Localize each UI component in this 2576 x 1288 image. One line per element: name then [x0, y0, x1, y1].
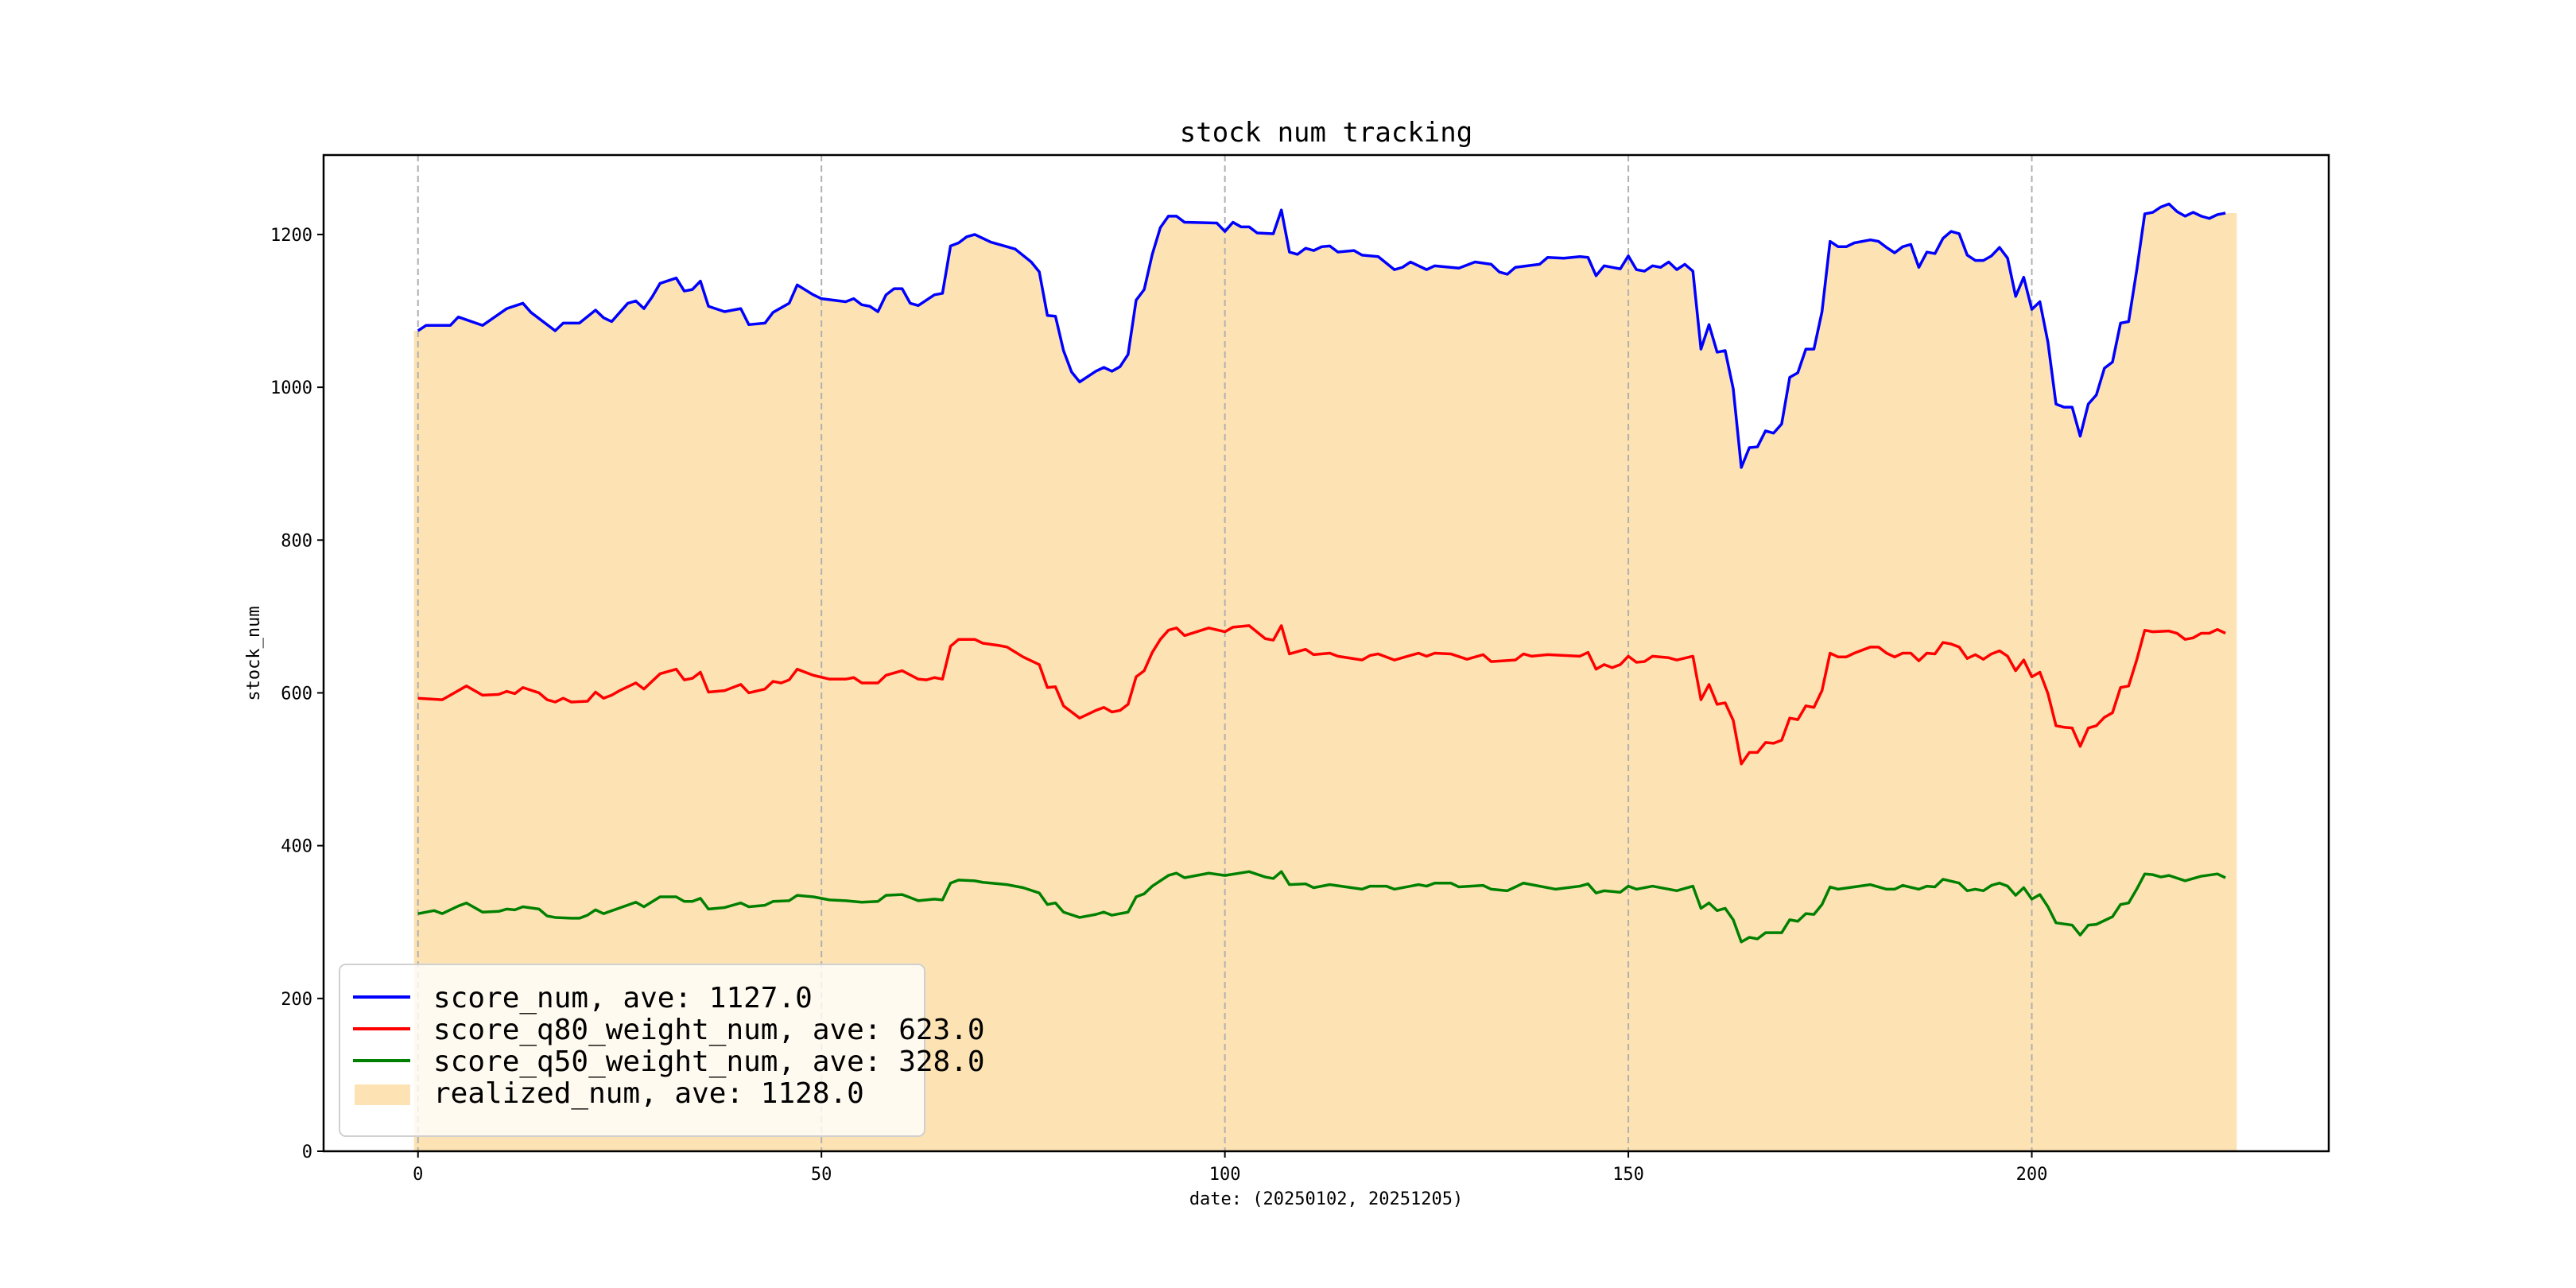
tick-layer: 0 50 100 150 200 0 200 400 600 800 1000 1200	[270, 226, 2047, 1185]
x-tick-label: 150	[1612, 1165, 1644, 1185]
y-tick-label: 800	[281, 531, 312, 551]
legend: score_num, ave: 1127.0 score_q80_weight_…	[339, 964, 985, 1137]
x-tick-label: 200	[2016, 1165, 2048, 1185]
y-tick-label: 1000	[270, 378, 312, 398]
legend-label-score-q80: score_q80_weight_num, ave: 623.0	[433, 1014, 985, 1046]
y-tick-label: 600	[281, 684, 312, 704]
legend-label-score-q50: score_q50_weight_num, ave: 328.0	[433, 1046, 985, 1078]
y-tick-label: 1200	[270, 226, 312, 246]
realized-num-area	[413, 204, 2237, 1151]
chart-title: stock num tracking	[1180, 117, 1472, 149]
legend-label-score-num: score_num, ave: 1127.0	[433, 982, 813, 1014]
legend-label-realized: realized_num, ave: 1128.0	[433, 1077, 864, 1110]
y-tick-label: 400	[281, 837, 312, 857]
score-num-line	[417, 202, 2226, 469]
y-tick-label: 0	[302, 1143, 312, 1162]
x-tick-label: 100	[1209, 1165, 1241, 1185]
score-q80-weight-num-line	[417, 624, 2226, 766]
legend-swatch-realized	[355, 1084, 410, 1105]
legend-box	[339, 964, 925, 1137]
line-layer	[417, 202, 2226, 944]
x-tick-label: 0	[413, 1165, 423, 1185]
x-axis-label: date: (20250102, 20251205)	[1189, 1189, 1463, 1209]
area-layer	[413, 204, 2237, 1151]
y-tick-label: 200	[281, 990, 312, 1010]
score-q50-weight-num-line	[417, 870, 2226, 944]
x-tick-label: 50	[811, 1165, 832, 1185]
axes-frame	[322, 153, 2330, 1153]
y-axis-label: stock_num	[244, 606, 264, 700]
